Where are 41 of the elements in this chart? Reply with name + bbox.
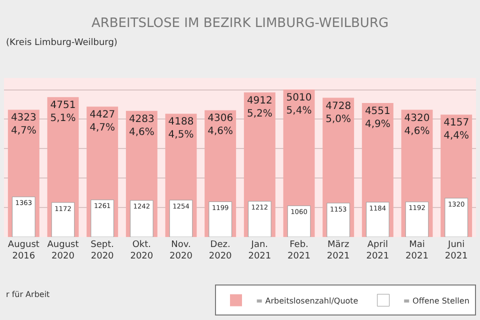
chart-title: ARBEITSLOSE IM BEZIRK LIMBURG-WEILBURG: [91, 16, 389, 31]
bar: [130, 200, 154, 237]
x-tick-label: März 2021: [326, 240, 350, 262]
bar: [405, 202, 429, 237]
x-tick-label: August 2020: [47, 240, 80, 262]
x-tick-label: Feb. 2021: [288, 240, 310, 262]
bar: [326, 202, 350, 237]
data-label: 4283 4,6%: [128, 114, 154, 138]
data-label: 4751 5,1%: [50, 100, 76, 124]
data-label: 4323 4,7%: [10, 112, 36, 137]
data-label: 5010 5,4%: [286, 92, 312, 116]
bar: [90, 200, 114, 237]
legend-label: = Arbeitslosenzahl/Quote: [256, 296, 358, 306]
bar: [208, 201, 232, 237]
bar: [287, 206, 311, 237]
data-label: 4551 4,9%: [364, 106, 390, 130]
x-tick-label: Okt. 2020: [130, 240, 154, 262]
x-tick-label: Mai 2021: [406, 240, 428, 262]
data-label: 4427 4,7%: [90, 110, 116, 134]
data-label: 4728 5,0%: [326, 100, 352, 125]
bar: [169, 200, 193, 237]
bar: [248, 201, 272, 237]
x-tick-label: Sept. 2020: [90, 240, 114, 262]
chart-subtitle: (Kreis Limburg-Weilburg): [6, 38, 118, 48]
x-tick-label: Juni 2021: [444, 240, 468, 262]
data-label: 4912 5,2%: [246, 95, 272, 120]
data-label: 4157 4,4%: [444, 118, 470, 142]
x-tick-label: April 2021: [366, 240, 390, 262]
x-tick-label: Nov. 2020: [170, 240, 193, 262]
bar: [366, 202, 390, 237]
bar: [12, 196, 36, 237]
data-label: 4188 4,5%: [168, 116, 194, 141]
bar: [444, 198, 468, 237]
x-tick-label: Dez. 2020: [208, 240, 232, 262]
bar: [51, 202, 75, 237]
x-tick-label: August 2016: [8, 240, 40, 262]
legend-label: = Offene Stellen: [403, 296, 470, 306]
text: r für Arbeit: [6, 290, 50, 299]
x-tick-label: Jan. 2021: [248, 240, 272, 262]
data-label: 4320 4,6%: [404, 112, 430, 137]
data-label: 4306 4,6%: [208, 113, 234, 138]
